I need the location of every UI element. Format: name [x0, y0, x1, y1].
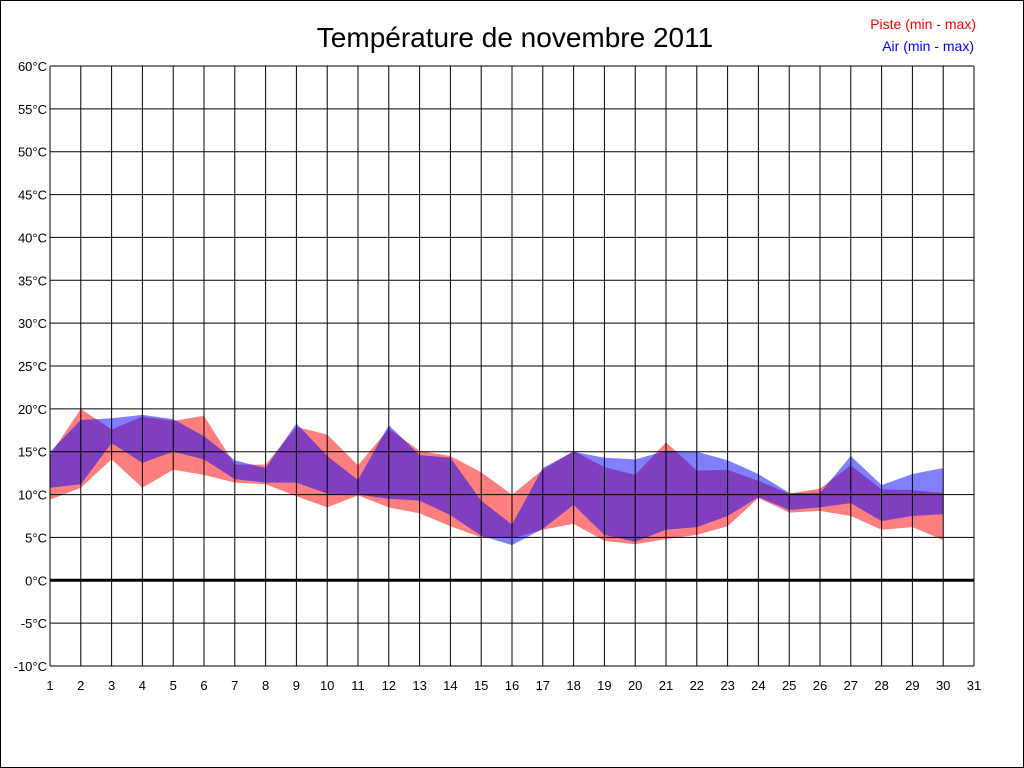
- y-tick-label: 15°C: [18, 445, 47, 460]
- x-tick-label: 28: [874, 678, 888, 693]
- x-tick-label: 23: [720, 678, 734, 693]
- x-tick-label: 30: [936, 678, 950, 693]
- y-tick-label: 10°C: [18, 488, 47, 503]
- y-tick-label: 60°C: [18, 59, 47, 74]
- y-tick-label: 40°C: [18, 230, 47, 245]
- series-area-air: [50, 414, 944, 546]
- x-tick-label: 20: [628, 678, 642, 693]
- x-tick-label: 4: [139, 678, 146, 693]
- x-tick-label: 22: [690, 678, 704, 693]
- x-tick-label: 11: [351, 678, 365, 693]
- x-tick-label: 2: [77, 678, 84, 693]
- x-tick-label: 29: [905, 678, 919, 693]
- x-tick-label: 7: [231, 678, 238, 693]
- y-tick-label: 5°C: [25, 530, 47, 545]
- y-tick-label: 50°C: [18, 145, 47, 160]
- x-tick-label: 21: [659, 678, 673, 693]
- x-tick-label: 9: [293, 678, 300, 693]
- chart-title: Température de novembre 2011: [317, 22, 713, 53]
- x-tick-label: 16: [505, 678, 519, 693]
- y-tick-label: 45°C: [18, 188, 47, 203]
- x-tick-label: 5: [170, 678, 177, 693]
- y-tick-label: 20°C: [18, 402, 47, 417]
- x-tick-label: 1: [46, 678, 53, 693]
- x-tick-label: 6: [200, 678, 207, 693]
- y-tick-label: 35°C: [18, 273, 47, 288]
- y-tick-label: -5°C: [21, 616, 47, 631]
- x-tick-label: 26: [813, 678, 827, 693]
- x-tick-label: 10: [320, 678, 334, 693]
- x-tick-label: 19: [597, 678, 611, 693]
- y-tick-label: 0°C: [25, 573, 47, 588]
- x-tick-label: 18: [566, 678, 580, 693]
- x-tick-label: 12: [382, 678, 396, 693]
- x-tick-label: 8: [262, 678, 269, 693]
- x-tick-label: 15: [474, 678, 488, 693]
- y-tick-label: 25°C: [18, 359, 47, 374]
- x-tick-label: 31: [967, 678, 981, 693]
- x-tick-label: 27: [844, 678, 858, 693]
- x-tick-label: 14: [443, 678, 457, 693]
- x-tick-label: 25: [782, 678, 796, 693]
- x-tick-label: 24: [751, 678, 765, 693]
- legend-piste: Piste (min - max): [870, 16, 976, 32]
- legend-air: Air (min - max): [882, 38, 974, 54]
- y-tick-label: 30°C: [18, 316, 47, 331]
- x-tick-label: 3: [108, 678, 115, 693]
- x-tick-label: 17: [536, 678, 550, 693]
- y-tick-label: -10°C: [14, 659, 47, 674]
- x-tick-label: 13: [412, 678, 426, 693]
- y-tick-label: 55°C: [18, 102, 47, 117]
